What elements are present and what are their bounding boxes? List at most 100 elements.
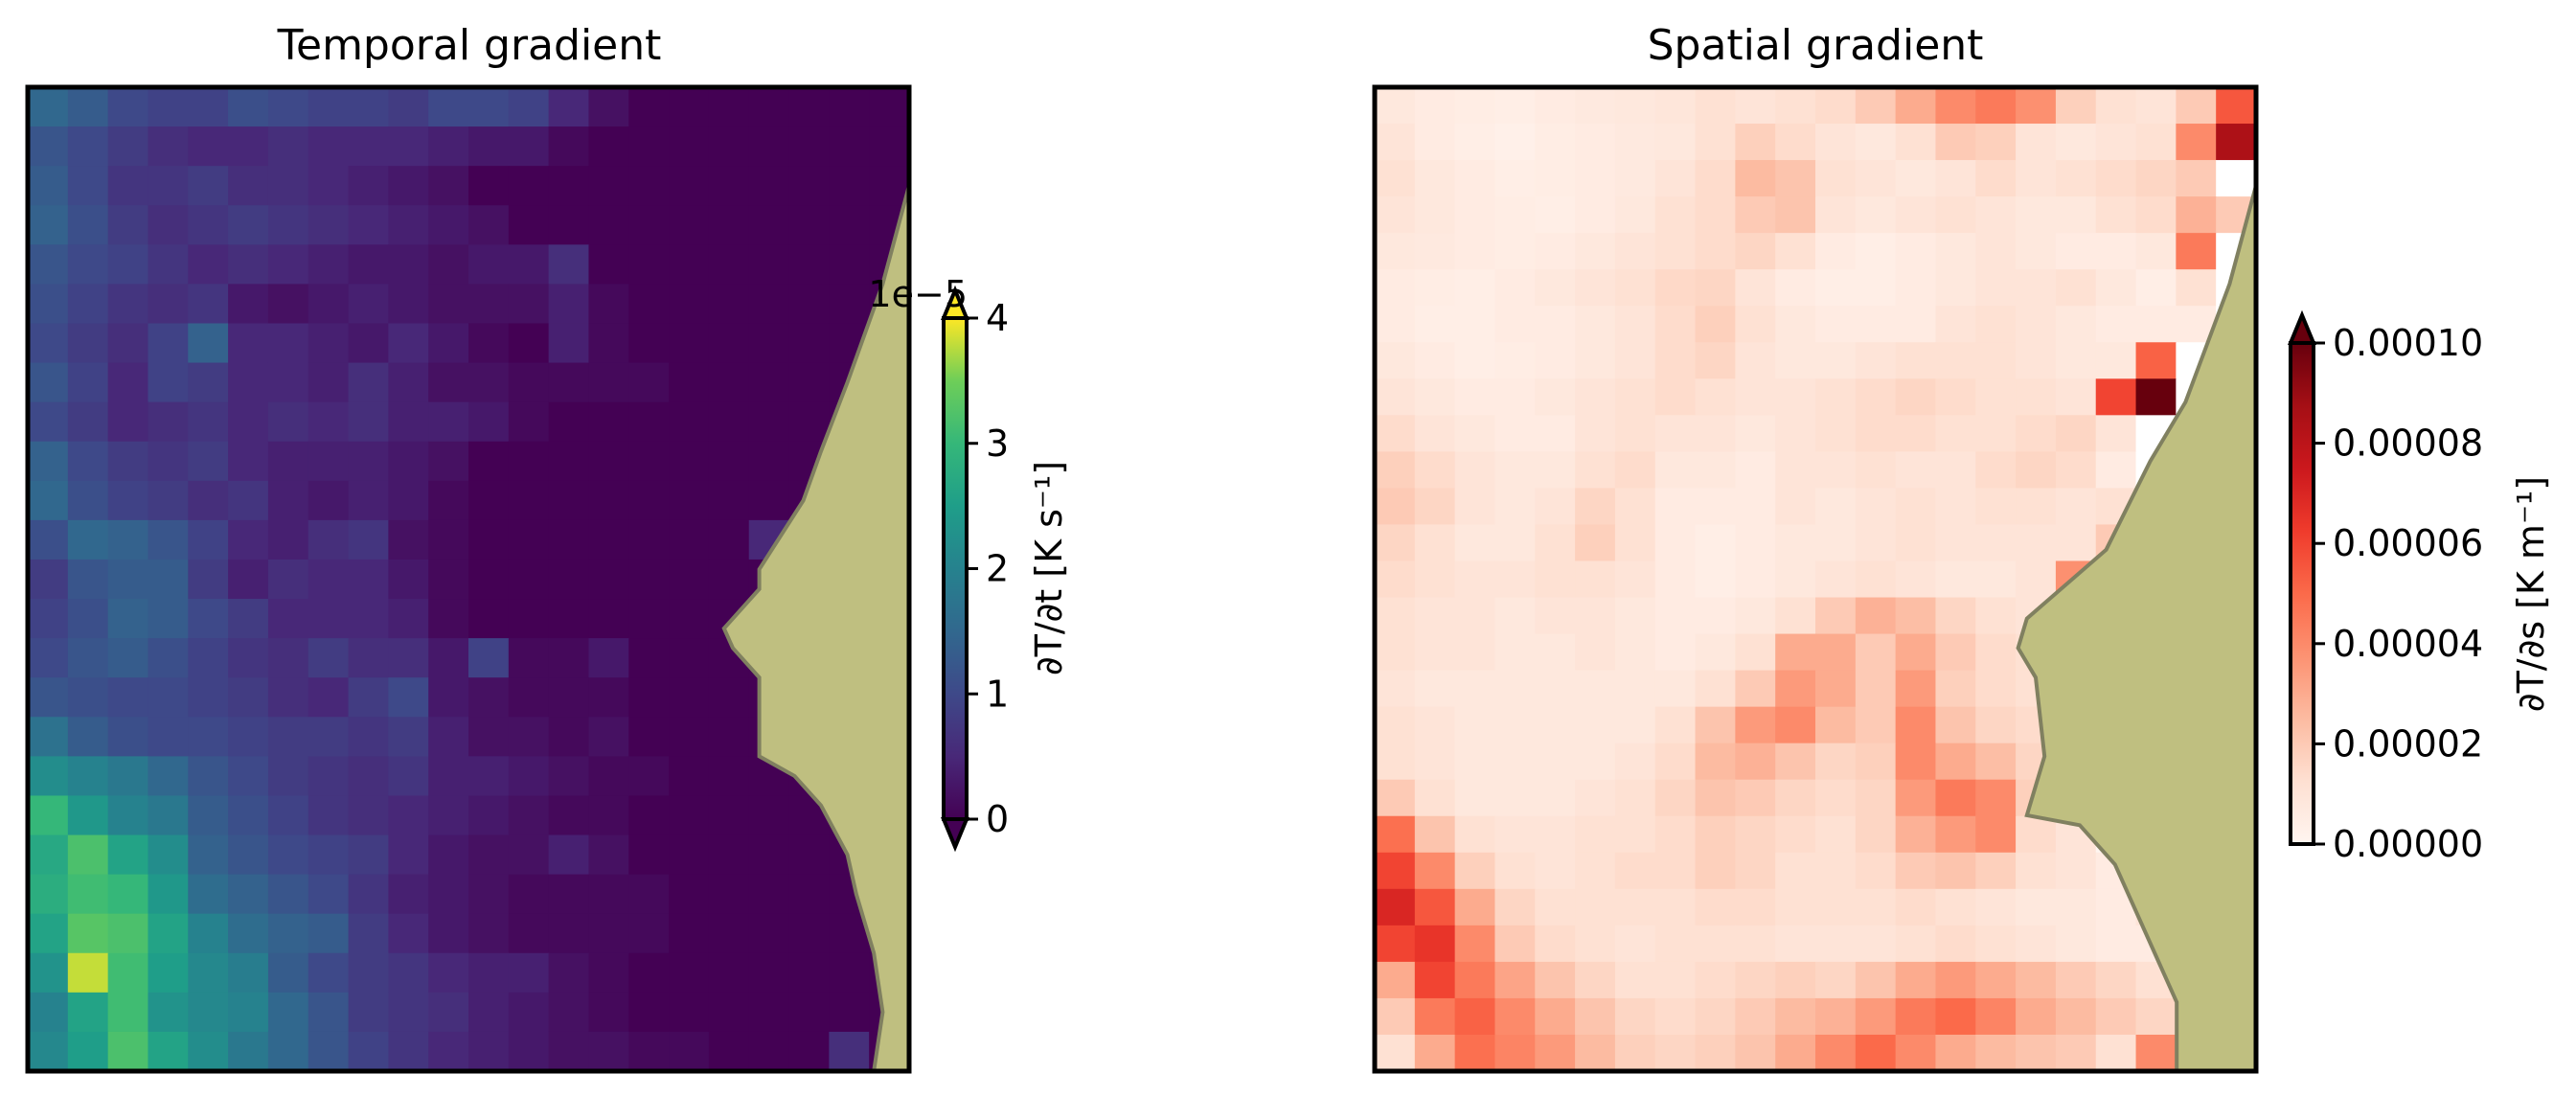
heatmap-cell bbox=[1575, 1034, 1616, 1072]
heatmap-cell bbox=[1975, 997, 2017, 1036]
heatmap-cell bbox=[1375, 451, 1416, 490]
heatmap-cell bbox=[428, 441, 469, 482]
heatmap-cell bbox=[788, 323, 830, 364]
heatmap-cell bbox=[1935, 524, 1976, 562]
heatmap-cell bbox=[148, 559, 189, 600]
heatmap-cell bbox=[1494, 852, 1536, 890]
heatmap-cell bbox=[148, 401, 189, 443]
heatmap-cell bbox=[468, 638, 510, 678]
heatmap-cell bbox=[1895, 342, 1937, 379]
heatmap-cell bbox=[468, 559, 510, 600]
heatmap-cell bbox=[308, 599, 350, 639]
heatmap-cell bbox=[1614, 524, 1656, 562]
heatmap-cell bbox=[308, 677, 350, 718]
heatmap-cell bbox=[1414, 706, 1456, 744]
heatmap-cell bbox=[308, 401, 350, 443]
heatmap-cell bbox=[388, 284, 429, 325]
heatmap-cell bbox=[1735, 706, 1776, 744]
heatmap-cell bbox=[1494, 306, 1536, 343]
heatmap-cell bbox=[588, 677, 629, 718]
heatmap-cell bbox=[628, 323, 670, 364]
heatmap-cell bbox=[708, 913, 750, 954]
heatmap-cell bbox=[468, 441, 510, 482]
heatmap-cell bbox=[308, 126, 350, 167]
heatmap-cell bbox=[107, 87, 149, 127]
heatmap-cell bbox=[1614, 160, 1656, 197]
heatmap-cell bbox=[148, 952, 189, 994]
heatmap-cell bbox=[1494, 961, 1536, 999]
heatmap-cell bbox=[1375, 87, 1416, 125]
heatmap-cell bbox=[1575, 743, 1616, 781]
heatmap-cell bbox=[1855, 779, 1897, 817]
heatmap-cell bbox=[1375, 779, 1416, 817]
heatmap-cell bbox=[1895, 451, 1937, 490]
heatmap-cell bbox=[1454, 196, 1496, 234]
colorbar-tick-label: 1 bbox=[986, 673, 1009, 715]
heatmap-cell bbox=[267, 401, 309, 443]
heatmap-cell bbox=[1935, 342, 1976, 379]
heatmap-cell bbox=[348, 284, 389, 325]
heatmap-cell bbox=[1614, 560, 1656, 599]
heatmap-cell bbox=[1535, 124, 1576, 161]
heatmap-cell bbox=[1735, 306, 1776, 343]
heatmap-cell bbox=[1775, 961, 1816, 999]
heatmap-cell bbox=[1815, 196, 1857, 234]
heatmap-cell bbox=[508, 952, 550, 994]
heatmap-cell bbox=[388, 913, 429, 954]
heatmap-cell bbox=[1895, 706, 1937, 744]
heatmap-cell bbox=[1414, 196, 1456, 234]
heatmap-cell bbox=[1414, 925, 1456, 963]
heatmap-cell bbox=[388, 874, 429, 915]
heatmap-cell bbox=[669, 952, 710, 994]
heatmap-cell bbox=[1775, 451, 1816, 490]
heatmap-cell bbox=[1375, 415, 1416, 452]
heatmap-cell bbox=[428, 756, 469, 797]
heatmap-cell bbox=[1815, 597, 1857, 635]
heatmap-cell bbox=[508, 519, 550, 560]
heatmap-cell bbox=[188, 244, 229, 285]
heatmap-cell bbox=[267, 480, 309, 521]
heatmap-cell bbox=[1654, 306, 1697, 343]
heatmap-cell bbox=[1375, 342, 1416, 379]
heatmap-cell bbox=[1855, 124, 1897, 161]
heatmap-cell bbox=[1535, 815, 1576, 854]
heatmap-cell bbox=[628, 87, 670, 127]
heatmap-cell bbox=[708, 559, 750, 600]
heatmap-cell bbox=[228, 834, 269, 876]
heatmap-cell bbox=[708, 519, 750, 560]
heatmap-cell bbox=[2095, 269, 2137, 307]
heatmap-cell bbox=[67, 992, 109, 1033]
heatmap-cell bbox=[1695, 451, 1736, 490]
heatmap-cell bbox=[508, 480, 550, 521]
heatmap-cell bbox=[1695, 560, 1736, 599]
heatmap-cell bbox=[1815, 670, 1857, 708]
heatmap-cell bbox=[628, 795, 670, 836]
heatmap-cell bbox=[1735, 779, 1776, 817]
heatmap-cell bbox=[1535, 269, 1576, 307]
heatmap-cell bbox=[548, 323, 590, 364]
heatmap-cell bbox=[308, 913, 350, 954]
heatmap-cell bbox=[1935, 87, 1976, 125]
heatmap-cell bbox=[508, 244, 550, 285]
heatmap-cell bbox=[1815, 488, 1857, 526]
heatmap-cell bbox=[148, 166, 189, 206]
heatmap-cell bbox=[188, 480, 229, 521]
heatmap-cell bbox=[628, 244, 670, 285]
heatmap-cell bbox=[1735, 597, 1776, 635]
heatmap-cell bbox=[388, 126, 429, 167]
heatmap-cell bbox=[1935, 997, 1976, 1036]
heatmap-cell bbox=[67, 519, 109, 560]
heatmap-cell bbox=[788, 126, 830, 167]
heatmap-cell bbox=[468, 205, 510, 245]
heatmap-cell bbox=[548, 952, 590, 994]
heatmap-cell bbox=[428, 677, 469, 718]
heatmap-cell bbox=[1815, 815, 1857, 854]
heatmap-cell bbox=[1775, 597, 1816, 635]
heatmap-cell bbox=[1815, 961, 1857, 999]
heatmap-cell bbox=[1414, 306, 1456, 343]
heatmap-cell bbox=[1695, 1034, 1736, 1072]
heatmap-cell bbox=[748, 126, 790, 167]
heatmap-cell bbox=[1494, 87, 1536, 125]
heatmap-cell bbox=[669, 1031, 710, 1072]
heatmap-cell bbox=[468, 874, 510, 915]
